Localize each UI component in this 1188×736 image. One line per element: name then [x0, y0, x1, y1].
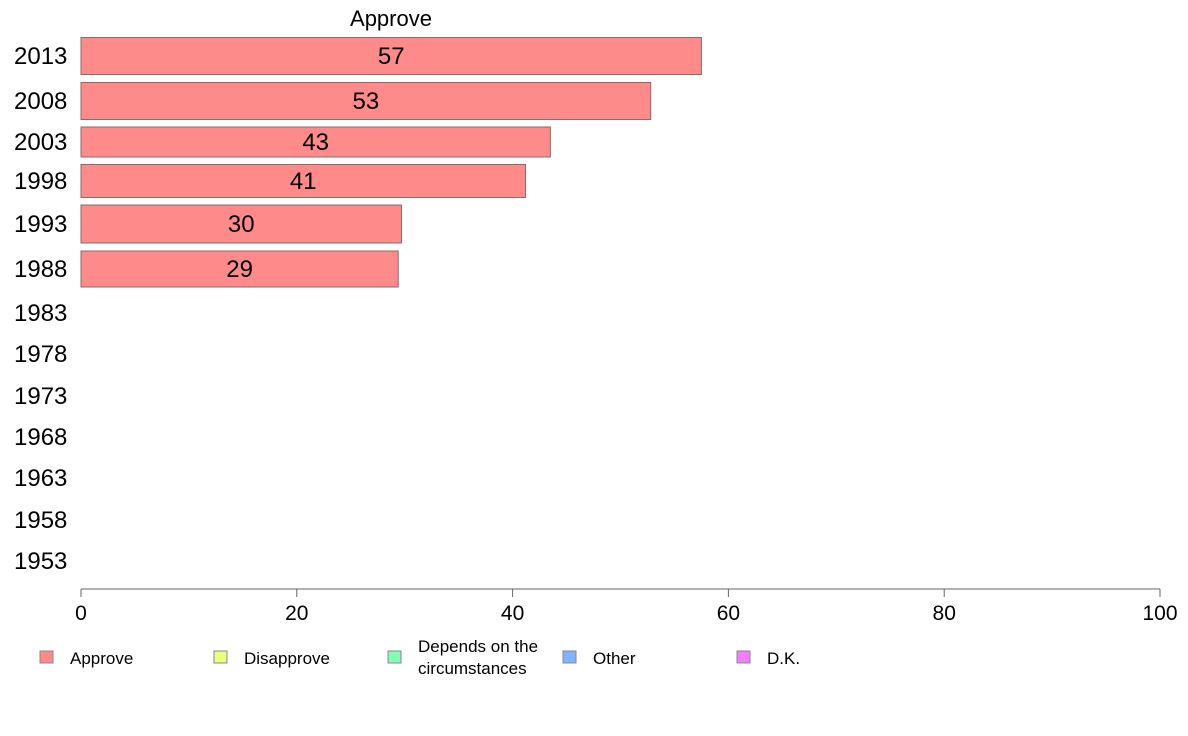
- legend-label: Other: [593, 649, 636, 668]
- bar-value-label: 29: [226, 256, 253, 283]
- category-label: 2003: [14, 129, 67, 156]
- bar: [80, 126, 551, 158]
- bar-value-label: 41: [290, 168, 317, 195]
- category-label: 1978: [14, 341, 67, 368]
- category-label: 1983: [14, 300, 67, 327]
- x-tick-label: 80: [933, 602, 956, 625]
- bar: [80, 164, 527, 198]
- legend-swatch: [736, 650, 751, 664]
- bar-value-label: 53: [353, 88, 380, 115]
- legend-label: D.K.: [767, 649, 800, 668]
- legend-swatch: [562, 650, 577, 664]
- category-label: 1958: [14, 507, 67, 534]
- x-tick-label: 20: [285, 602, 308, 625]
- legend-item: Approve: [39, 649, 133, 668]
- x-tick-label: 0: [75, 602, 87, 625]
- category-label: 1973: [14, 383, 67, 410]
- bar: [80, 250, 399, 288]
- category-label: 1993: [14, 211, 67, 238]
- legend-swatch: [387, 650, 402, 664]
- legend-swatch: [213, 650, 228, 664]
- bar-value-label: 57: [378, 43, 405, 70]
- bar-value-label: 30: [228, 211, 255, 238]
- bar: [80, 82, 652, 120]
- legend-item: D.K.: [736, 649, 800, 668]
- bar: [80, 204, 402, 244]
- x-tick-label: 60: [717, 602, 740, 625]
- category-label: 1988: [14, 256, 67, 283]
- category-label: 2013: [14, 43, 67, 70]
- legend-item: Depends on the circumstances: [387, 637, 538, 678]
- x-tick-label: 40: [501, 602, 524, 625]
- bar-value-label: 43: [302, 129, 329, 156]
- legend-item: Other: [562, 649, 636, 668]
- x-tick-label: 100: [1142, 602, 1177, 625]
- x-axis: 0 20 40 60 80 100: [75, 588, 1178, 625]
- bar: [80, 37, 702, 75]
- legend-label: Approve: [70, 649, 133, 668]
- category-label: 1963: [14, 465, 67, 492]
- legend-label-line: circumstances: [418, 659, 527, 678]
- category-label: 1998: [14, 168, 67, 195]
- legend-label-line: Depends on the: [418, 637, 538, 656]
- category-label: 2008: [14, 88, 67, 115]
- bar-group: 57 53 43 41 30 29: [80, 37, 702, 288]
- category-labels: 2013 2008 2003 1998 1993 1988 1983 1978 1973 1968…: [14, 43, 67, 575]
- chart-title: Approve: [350, 6, 432, 31]
- legend: Approve Disapprove Depends on the circumsta…: [39, 637, 800, 678]
- category-label: 1968: [14, 424, 67, 451]
- category-label: 1953: [14, 548, 67, 575]
- legend-label: Disapprove: [244, 649, 330, 668]
- legend-item: Disapprove: [213, 649, 330, 668]
- legend-swatch: [39, 650, 54, 664]
